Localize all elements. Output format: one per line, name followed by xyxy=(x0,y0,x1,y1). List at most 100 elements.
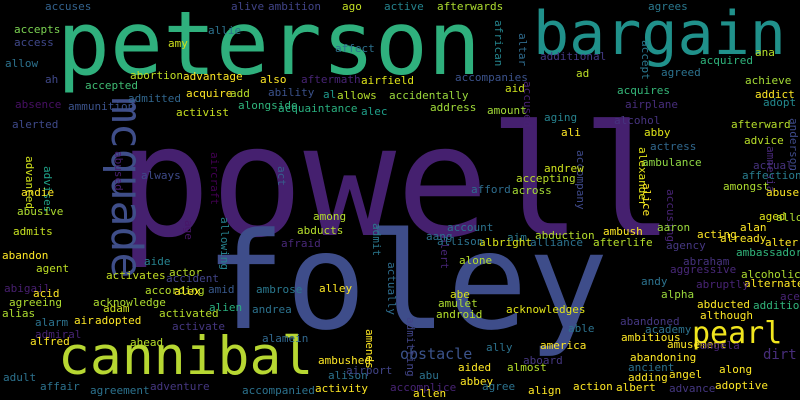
word-ambition: ambition xyxy=(268,0,321,13)
word-accusing: accusing xyxy=(664,189,677,242)
word-ambulance: ambulance xyxy=(642,156,702,169)
word-adventure: adventure xyxy=(150,380,210,393)
word-abbey: abbey xyxy=(460,375,494,388)
word-allowing: allowing xyxy=(218,217,231,270)
word-according: according xyxy=(145,284,205,297)
word-allie: allie xyxy=(208,24,242,37)
word-add: add xyxy=(230,87,250,100)
word-agreed: agreed xyxy=(661,66,701,79)
word-across: across xyxy=(512,184,552,197)
word-act: act xyxy=(275,166,288,186)
word-accomplice: accomplice xyxy=(390,381,457,394)
word-achieve: achieve xyxy=(745,74,792,87)
word-abraham: abraham xyxy=(683,255,730,268)
word-activates: activates xyxy=(106,269,166,282)
word-mcquade: mcquade xyxy=(101,97,151,279)
word-activist: activist xyxy=(176,106,229,119)
word-admits: admits xyxy=(13,225,53,238)
word-acting: acting xyxy=(697,228,737,241)
word-abduction: abduction xyxy=(535,229,595,242)
word-america: america xyxy=(540,339,587,352)
word-accept: accept xyxy=(639,40,652,80)
word-aaron: aaron xyxy=(657,221,691,234)
word-age: age xyxy=(182,220,195,240)
word-accompany: accompany xyxy=(574,150,587,210)
word-actually: actually xyxy=(385,262,398,315)
word-albert: albert xyxy=(616,381,656,394)
word-affair: affair xyxy=(40,380,80,393)
word-acquires: acquires xyxy=(617,84,670,97)
word-alternate: alternate xyxy=(744,277,800,290)
word-agreement: agreement xyxy=(90,384,150,397)
word-accompanied: accompanied xyxy=(242,384,315,397)
word-ago: ago xyxy=(342,0,362,13)
word-adopted: adopted xyxy=(95,314,142,327)
word-abused: abused xyxy=(112,151,125,191)
word-abuse: abuse xyxy=(766,186,800,199)
word-alice: alice xyxy=(640,183,653,217)
word-adopt: adopt xyxy=(763,96,797,109)
word-aircraft: aircraft xyxy=(208,152,221,205)
word-alpha: alpha xyxy=(661,288,695,301)
word-also: also xyxy=(260,73,287,86)
word-abducts: abducts xyxy=(297,224,344,237)
word-amulet: amulet xyxy=(438,297,478,310)
word-acquire: acquire xyxy=(186,87,233,100)
word-amy: amy xyxy=(168,37,188,50)
word-aging: aging xyxy=(544,111,578,124)
word-andrew: andrew xyxy=(544,162,584,175)
word-academy: academy xyxy=(645,323,692,336)
word-acid: acid xyxy=(33,287,60,300)
word-active: active xyxy=(384,0,424,13)
word-absence: absence xyxy=(15,98,62,111)
word-alan: alan xyxy=(740,221,767,234)
word-powell: powell xyxy=(118,93,675,272)
word-abusive: abusive xyxy=(17,205,64,218)
word-pearl: pearl xyxy=(692,316,783,351)
word-ah: ah xyxy=(45,73,59,86)
word-ammunition: ammunition xyxy=(68,100,135,113)
word-altar: altar xyxy=(516,33,529,67)
word-advance: advance xyxy=(669,382,716,395)
word-abducted: abducted xyxy=(697,298,750,311)
word-abigail: abigail xyxy=(4,282,51,295)
word-allows: allows xyxy=(337,89,377,102)
word-alley: alley xyxy=(319,282,353,295)
word-allowed: allowed xyxy=(776,211,800,224)
word-address: address xyxy=(430,101,477,114)
word-accepting: accepting xyxy=(516,172,576,185)
word-alex: alex xyxy=(174,285,201,298)
word-african: african xyxy=(492,20,505,67)
word-air: air xyxy=(74,314,94,327)
word-among: among xyxy=(313,210,347,223)
word-alarm: alarm xyxy=(35,316,69,329)
word-afterward: afterward xyxy=(731,118,791,131)
word-albright: albright xyxy=(479,236,532,249)
word-already: already xyxy=(720,232,767,245)
word-ana: ana xyxy=(755,46,775,59)
word-agreeing: agreeing xyxy=(9,296,62,309)
word-acknowledges: acknowledges xyxy=(506,303,586,316)
word-align: align xyxy=(528,384,562,397)
word-amongst: amongst xyxy=(723,180,770,193)
word-addict: addict xyxy=(755,88,795,101)
word-ahead: ahead xyxy=(130,336,164,349)
word-abandoned: abandoned xyxy=(620,315,680,328)
word-action: action xyxy=(573,380,613,393)
word-accepts: accepts xyxy=(14,23,61,36)
word-allow: allow xyxy=(5,57,39,70)
word-aided: aided xyxy=(458,361,492,374)
word-almost: almost xyxy=(507,361,547,374)
word-alliance: alliance xyxy=(530,236,583,249)
word-along: along xyxy=(719,363,753,376)
word-adoptive: adoptive xyxy=(715,379,768,392)
word-actor: actor xyxy=(169,266,203,279)
word-alcohol: alcohol xyxy=(614,114,661,127)
word-cannibal: cannibal xyxy=(58,326,314,387)
word-airport: airport xyxy=(346,364,393,377)
word-aid: aid xyxy=(505,82,525,95)
word-andie: andie xyxy=(21,186,55,199)
word-abandoning: abandoning xyxy=(630,351,697,364)
word-advice: advice xyxy=(744,134,784,147)
